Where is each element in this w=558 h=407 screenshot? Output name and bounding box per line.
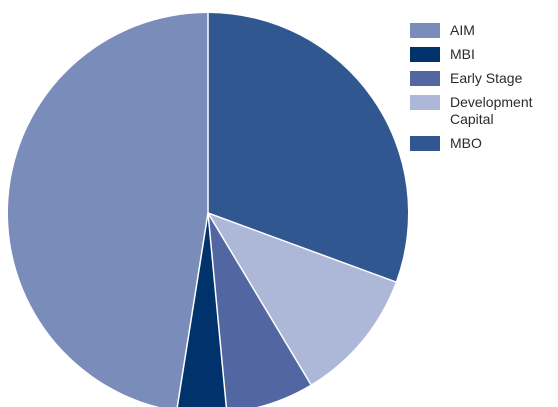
- pie-slice-early-stage: [208, 213, 311, 407]
- legend-label-aim: AIM: [450, 22, 475, 38]
- pie-slice-aim: [7, 13, 208, 407]
- legend-label-mbo: MBO: [450, 135, 482, 151]
- chart-legend: AIM MBI Early Stage Development Capital …: [410, 22, 558, 159]
- legend-label-development-capital: Development Capital: [450, 94, 533, 127]
- legend-swatch-mbi: [410, 47, 440, 62]
- legend-item-development-capital: Development Capital: [410, 94, 558, 128]
- legend-swatch-early-stage: [410, 71, 440, 86]
- legend-swatch-aim: [410, 23, 440, 38]
- legend-swatch-mbo: [410, 136, 440, 151]
- pie-slice-development-capital: [208, 213, 396, 385]
- legend-item-mbi: MBI: [410, 46, 558, 63]
- slice-separator: [207, 212, 397, 283]
- legend-item-mbo: MBO: [410, 135, 558, 152]
- legend-label-mbi: MBI: [450, 46, 475, 62]
- legend-item-early-stage: Early Stage: [410, 70, 558, 87]
- slice-separator: [176, 212, 209, 407]
- pie-slice-mbi: [177, 213, 227, 407]
- legend-item-aim: AIM: [410, 22, 558, 39]
- pie-slice-mbo: [208, 13, 409, 282]
- pie-chart: [7, 13, 409, 407]
- slice-separator: [207, 212, 228, 407]
- slice-separator: [207, 212, 312, 385]
- legend-swatch-development-capital: [410, 95, 440, 110]
- legend-label-early-stage: Early Stage: [450, 70, 523, 86]
